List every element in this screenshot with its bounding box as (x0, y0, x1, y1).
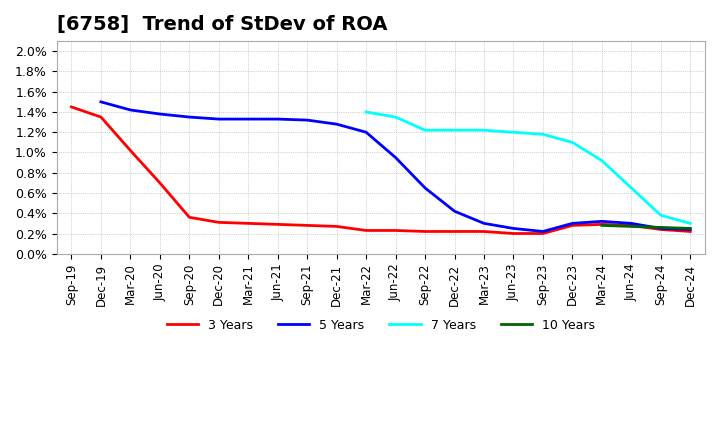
7 Years (420, 128, 429, 133)
3 Years (627, 223, 636, 228)
5 Years (215, 117, 223, 122)
3 Years (215, 220, 223, 225)
5 Years (96, 99, 105, 105)
3 Years (598, 222, 606, 227)
3 Years (686, 229, 695, 234)
7 Years (509, 130, 518, 135)
3 Years (333, 224, 341, 229)
3 Years (67, 104, 76, 110)
3 Years (303, 223, 312, 228)
3 Years (539, 231, 547, 236)
5 Years (391, 155, 400, 160)
3 Years (126, 148, 135, 153)
3 Years (391, 228, 400, 233)
7 Years (480, 128, 488, 133)
7 Years (391, 114, 400, 120)
3 Years (568, 223, 577, 228)
5 Years (362, 130, 371, 135)
7 Years (362, 110, 371, 115)
5 Years (420, 185, 429, 191)
7 Years (657, 213, 665, 218)
10 Years (657, 225, 665, 230)
10 Years (627, 224, 636, 229)
Line: 7 Years: 7 Years (366, 112, 690, 224)
5 Years (303, 117, 312, 123)
Line: 3 Years: 3 Years (71, 107, 690, 234)
5 Years (480, 221, 488, 226)
3 Years (96, 114, 105, 120)
Line: 5 Years: 5 Years (101, 102, 690, 231)
5 Years (568, 221, 577, 226)
7 Years (686, 221, 695, 226)
Text: [6758]  Trend of StDev of ROA: [6758] Trend of StDev of ROA (57, 15, 387, 34)
10 Years (598, 223, 606, 228)
5 Years (244, 117, 253, 122)
5 Years (539, 229, 547, 234)
3 Years (362, 228, 371, 233)
5 Years (156, 111, 164, 117)
3 Years (274, 222, 282, 227)
7 Years (598, 158, 606, 163)
3 Years (657, 227, 665, 232)
3 Years (244, 221, 253, 226)
5 Years (686, 227, 695, 232)
7 Years (568, 140, 577, 145)
5 Years (185, 114, 194, 120)
Legend: 3 Years, 5 Years, 7 Years, 10 Years: 3 Years, 5 Years, 7 Years, 10 Years (162, 314, 600, 337)
7 Years (627, 185, 636, 191)
5 Years (598, 219, 606, 224)
5 Years (333, 121, 341, 127)
3 Years (185, 215, 194, 220)
3 Years (480, 229, 488, 234)
3 Years (420, 229, 429, 234)
3 Years (509, 231, 518, 236)
5 Years (509, 226, 518, 231)
Line: 10 Years: 10 Years (602, 225, 690, 228)
3 Years (156, 180, 164, 186)
5 Years (274, 117, 282, 122)
5 Years (627, 221, 636, 226)
5 Years (126, 107, 135, 113)
5 Years (450, 209, 459, 214)
7 Years (539, 132, 547, 137)
7 Years (450, 128, 459, 133)
3 Years (450, 229, 459, 234)
5 Years (657, 226, 665, 231)
10 Years (686, 226, 695, 231)
